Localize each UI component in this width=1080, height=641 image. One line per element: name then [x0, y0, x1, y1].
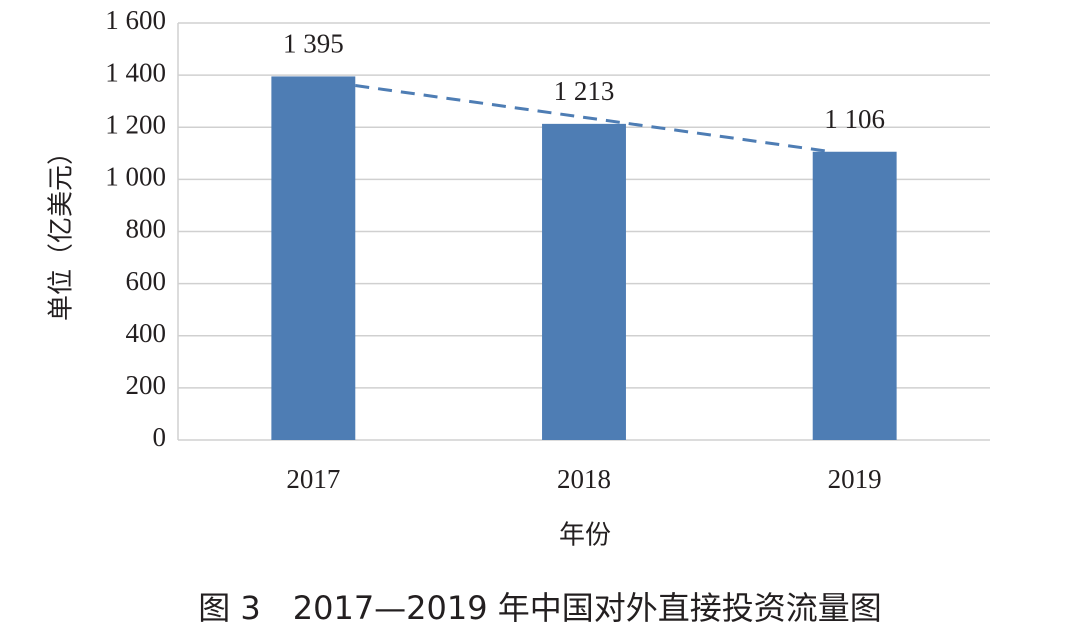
y-tick-label: 1 600	[105, 5, 166, 35]
bar	[271, 76, 356, 440]
y-tick-label: 800	[126, 214, 167, 244]
y-tick-label: 1 200	[105, 109, 166, 139]
y-tick-label: 400	[126, 318, 167, 348]
value-label: 1 395	[283, 29, 344, 59]
x-tick-label: 2017	[286, 464, 340, 494]
y-tick-label: 600	[126, 266, 167, 296]
bar	[542, 123, 626, 440]
y-tick-label: 0	[153, 422, 167, 452]
x-tick-label: 2019	[828, 464, 882, 494]
y-tick-label: 1 000	[105, 162, 166, 192]
caption: 图 3 2017—2019 年中国对外直接投资流量图	[198, 589, 882, 627]
bar	[812, 151, 897, 440]
x-tick-label: 2018	[557, 464, 611, 494]
y-axis-label: 单位（亿美元）	[47, 139, 77, 321]
value-label: 1 106	[824, 104, 885, 134]
y-tick-label: 1 400	[105, 57, 166, 87]
y-tick-label: 200	[126, 370, 167, 400]
trend-line	[355, 84, 828, 153]
x-axis-label: 年份	[559, 521, 611, 551]
value-label: 1 213	[554, 76, 615, 106]
